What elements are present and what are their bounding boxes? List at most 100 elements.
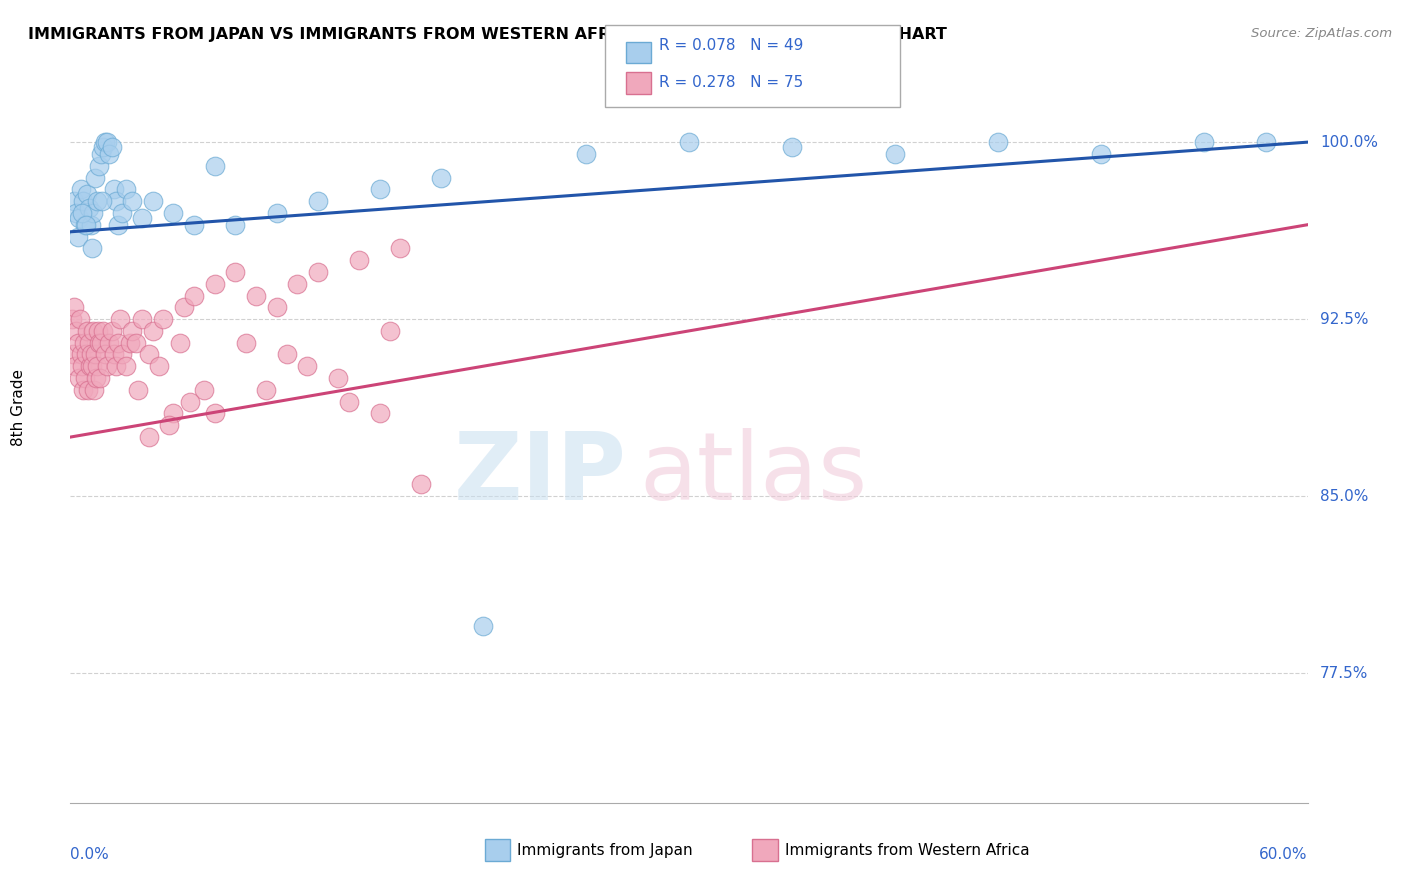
Point (121, 324, 143, 338)
Point (142, 324, 165, 338)
Point (67, 211, 90, 225)
Point (337, 394, 360, 409)
Point (94, 347, 117, 361)
Point (63, 194, 86, 208)
Point (80, 241, 103, 255)
Point (80, 347, 103, 361)
Point (138, 347, 160, 361)
Text: 85.0%: 85.0% (1320, 489, 1368, 504)
Point (69, 347, 91, 361)
Point (204, 407, 226, 421)
Point (430, 170, 453, 185)
Point (378, 324, 401, 338)
Point (80, 218, 103, 232)
Point (73, 371, 96, 385)
Text: 92.5%: 92.5% (1320, 311, 1368, 326)
Point (76, 383, 98, 397)
Point (142, 194, 165, 208)
Point (66, 229, 89, 244)
Point (79, 359, 101, 374)
Point (70, 206, 93, 220)
Point (389, 241, 412, 255)
Point (80, 359, 103, 374)
Point (157, 418, 180, 433)
Point (328, 371, 350, 385)
Point (111, 206, 134, 220)
Point (183, 218, 205, 232)
Point (90, 147, 112, 161)
Point (65, 324, 87, 338)
Point (121, 194, 143, 208)
Point (162, 206, 184, 220)
Point (91, 324, 114, 338)
Point (104, 359, 127, 374)
Point (307, 194, 329, 208)
Point (127, 383, 149, 397)
Point (73, 218, 96, 232)
Point (297, 359, 319, 374)
Point (63, 301, 86, 315)
Text: 77.5%: 77.5% (1320, 665, 1368, 681)
Point (224, 218, 246, 232)
Text: Immigrants from Japan: Immigrants from Japan (517, 843, 693, 857)
Point (1194, 135, 1216, 149)
Point (83, 383, 105, 397)
Point (368, 407, 391, 421)
Point (266, 301, 288, 315)
Point (204, 159, 226, 173)
Point (780, 140, 803, 154)
Point (96, 359, 118, 374)
Point (307, 265, 329, 279)
Point (193, 383, 215, 397)
Point (73, 335, 96, 350)
Point (75, 218, 97, 232)
Point (254, 383, 277, 397)
Point (107, 335, 129, 350)
Text: Source: ZipAtlas.com: Source: ZipAtlas.com (1251, 27, 1392, 40)
Point (82, 206, 104, 220)
Point (87, 324, 110, 338)
Point (91, 140, 114, 154)
Point (148, 359, 170, 374)
Point (224, 265, 246, 279)
Point (65, 206, 87, 220)
Point (266, 206, 288, 220)
Point (70, 359, 93, 374)
Point (245, 288, 267, 302)
Point (152, 312, 174, 326)
Point (173, 301, 195, 315)
Point (72, 194, 94, 208)
Point (131, 211, 153, 225)
Point (84, 347, 107, 361)
Point (115, 182, 138, 196)
Point (82, 324, 104, 338)
Point (125, 335, 148, 350)
Point (94, 135, 117, 149)
Text: R = 0.078   N = 49: R = 0.078 N = 49 (659, 38, 804, 53)
Point (84, 371, 107, 385)
Point (100, 140, 122, 154)
Point (204, 277, 226, 291)
Point (69, 312, 91, 326)
Point (96, 135, 118, 149)
Point (409, 477, 432, 491)
Point (103, 182, 125, 196)
Text: ZIP: ZIP (454, 427, 627, 520)
Point (138, 430, 160, 444)
Text: 8th Grade: 8th Grade (11, 369, 27, 446)
Point (1256, 135, 1278, 149)
Point (103, 347, 125, 361)
Point (98, 147, 121, 161)
Point (98, 335, 121, 350)
Text: 100.0%: 100.0% (1320, 135, 1378, 150)
Point (89, 335, 111, 350)
Point (86, 359, 108, 374)
Point (678, 135, 700, 149)
Point (115, 359, 138, 374)
Point (169, 335, 191, 350)
Point (111, 347, 134, 361)
Point (62, 347, 84, 361)
Point (67, 371, 90, 385)
Point (235, 335, 257, 350)
Point (77, 335, 100, 350)
